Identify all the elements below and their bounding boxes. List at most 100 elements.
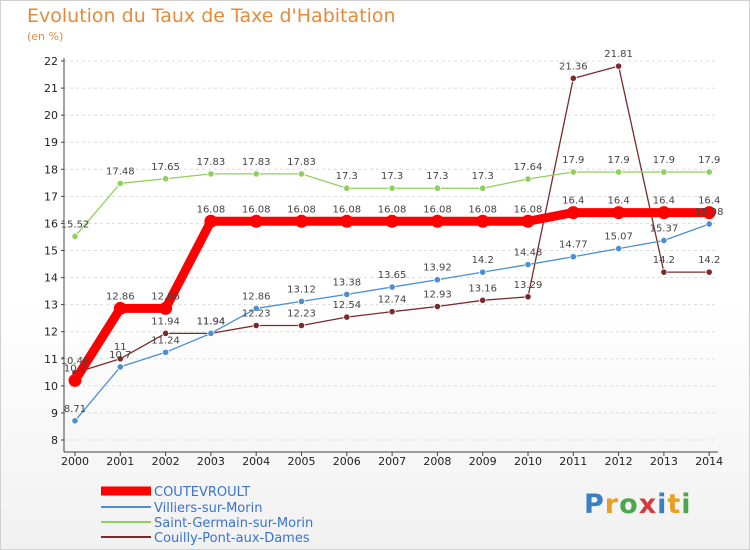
x-tick-label: 2008 xyxy=(423,455,451,468)
proxiti-logo: Proxiti xyxy=(584,489,692,520)
data-point xyxy=(569,168,577,176)
data-point xyxy=(614,168,623,176)
data-label: 8.71 xyxy=(64,404,86,415)
data-labels: 10.2 12.86 12.86 16.08 16.08 16.08 16.08 16.08 1… xyxy=(61,49,724,415)
x-tick-label: 2014 xyxy=(695,455,723,468)
data-label: 17.64 xyxy=(514,162,543,173)
legend-label: Villiers-sur-Morin xyxy=(154,501,262,516)
data-point xyxy=(430,214,444,228)
data-point xyxy=(705,268,713,276)
data-point xyxy=(705,220,713,228)
data-label: 17.3 xyxy=(472,171,494,182)
y-tick-label: 20 xyxy=(44,109,58,122)
data-point xyxy=(71,417,79,425)
data-point xyxy=(524,175,532,183)
data-point xyxy=(479,268,487,276)
data-point xyxy=(204,214,218,228)
data-label: 17.9 xyxy=(653,155,675,166)
data-label: 15.52 xyxy=(61,219,90,230)
data-label: 10.48 xyxy=(61,356,90,367)
data-point xyxy=(476,214,490,228)
data-label: 17.83 xyxy=(242,157,271,168)
data-point xyxy=(433,276,441,284)
y-axis-ticks: 8 9 10 11 12 13 14 15 16 17 18 19 20 21 22 xyxy=(44,55,64,447)
y-tick-label: 14 xyxy=(44,272,58,285)
data-point xyxy=(162,175,170,183)
x-tick-label: 2001 xyxy=(106,455,134,468)
data-label: 12.93 xyxy=(423,290,452,301)
data-point xyxy=(207,170,215,178)
data-point xyxy=(521,214,535,228)
x-axis-ticks: 2000 2001 2002 2003 2004 2005 2006 2007 2008 2009… xyxy=(61,452,723,468)
logo-letter: P xyxy=(584,489,605,520)
data-point xyxy=(297,170,306,178)
y-tick-label: 11 xyxy=(44,353,58,366)
data-label: 12.86 xyxy=(242,291,271,302)
x-tick-label: 2004 xyxy=(242,455,270,468)
data-point xyxy=(249,214,263,228)
data-label: 17.3 xyxy=(336,171,358,182)
axes xyxy=(63,58,718,453)
data-label: 11.94 xyxy=(197,316,226,327)
data-label: 11.24 xyxy=(151,335,180,346)
data-label: 21.81 xyxy=(604,49,633,60)
x-tick-label: 2012 xyxy=(605,455,633,468)
y-tick-label: 9 xyxy=(51,407,58,420)
data-label: 17.3 xyxy=(381,171,403,182)
x-tick-label: 2011 xyxy=(559,455,587,468)
data-point xyxy=(524,260,532,269)
x-tick-label: 2010 xyxy=(514,455,542,468)
x-tick-label: 2006 xyxy=(333,455,361,468)
data-label: 14.48 xyxy=(514,248,543,259)
data-label: 17.48 xyxy=(106,166,135,177)
data-label: 17.83 xyxy=(197,157,226,168)
logo-letter: i xyxy=(681,489,692,520)
data-label: 16.4 xyxy=(607,196,629,207)
data-point xyxy=(297,297,306,305)
legend: COUTEVROULTVilliers-sur-MorinSaint-Germa… xyxy=(101,485,313,546)
data-point xyxy=(252,321,260,330)
y-tick-label: 13 xyxy=(44,299,58,312)
y-tick-label: 8 xyxy=(51,434,58,447)
chart-unit: (en %) xyxy=(27,30,64,43)
data-point xyxy=(71,232,79,241)
data-label: 14.2 xyxy=(472,255,494,266)
y-tick-label: 16 xyxy=(44,217,58,230)
data-label: 16.08 xyxy=(378,204,407,215)
data-label: 12.23 xyxy=(242,308,271,319)
logo-letter: t xyxy=(667,489,682,520)
data-label: 14.2 xyxy=(653,255,675,266)
y-tick-label: 22 xyxy=(44,55,58,68)
data-label: 16.4 xyxy=(562,196,584,207)
data-point xyxy=(388,184,396,192)
data-label: 16.4 xyxy=(698,196,720,207)
data-label: 17.9 xyxy=(607,155,629,166)
legend-label: COUTEVROULT xyxy=(154,485,250,500)
data-label: 14.77 xyxy=(559,240,588,251)
logo-letter: i xyxy=(657,489,668,520)
x-tick-label: 2013 xyxy=(650,455,678,468)
x-tick-label: 2009 xyxy=(469,455,497,468)
data-point xyxy=(524,293,532,301)
data-label: 12.86 xyxy=(151,291,180,302)
data-label: 13.16 xyxy=(468,283,497,294)
data-label: 14.2 xyxy=(698,255,720,266)
chart-title: Evolution du Taux de Taxe d'Habitation xyxy=(27,5,396,27)
data-label: 13.38 xyxy=(332,277,361,288)
data-label: 15.98 xyxy=(695,207,724,218)
data-point xyxy=(614,62,623,70)
data-point xyxy=(162,348,170,356)
data-point xyxy=(388,308,396,316)
data-label: 16.4 xyxy=(653,196,675,207)
data-point xyxy=(479,296,487,304)
data-label: 12.54 xyxy=(332,300,361,311)
data-point xyxy=(295,214,308,228)
series-lines xyxy=(68,62,716,425)
data-label: 17.65 xyxy=(151,162,180,173)
data-label: 12.86 xyxy=(106,291,135,302)
data-label: 16.08 xyxy=(332,204,361,215)
data-point xyxy=(68,373,82,387)
data-label: 10.2 xyxy=(64,363,86,374)
